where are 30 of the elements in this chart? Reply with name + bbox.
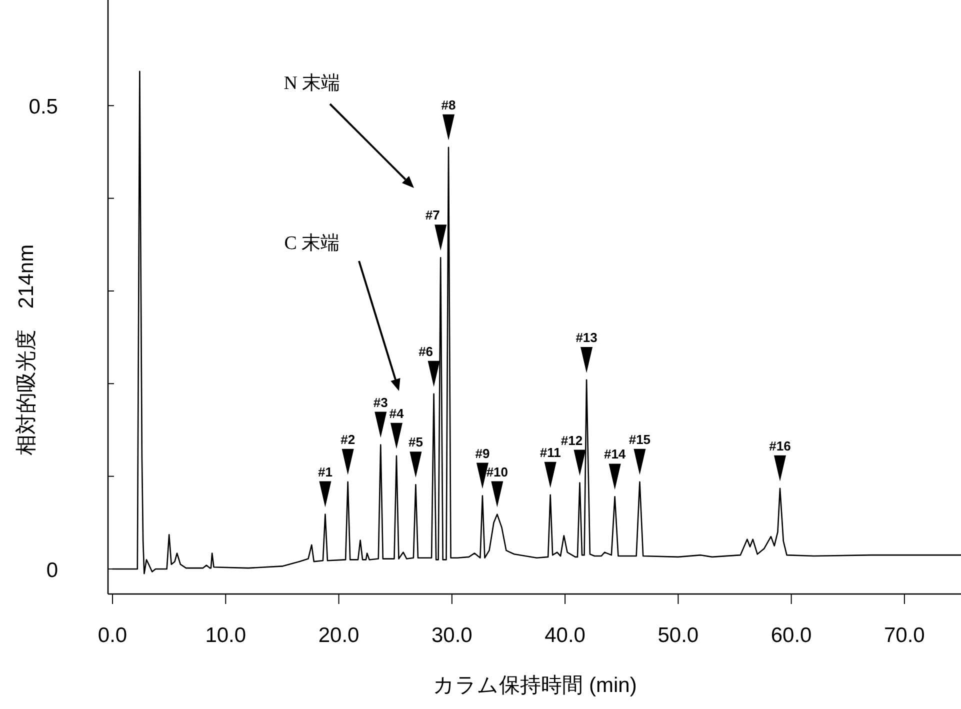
x-tick-label: 0.0 bbox=[98, 624, 128, 647]
x-tick-label: 50.0 bbox=[658, 624, 699, 647]
annotation: #10 bbox=[486, 464, 508, 480]
y-tick-label: 0.5 bbox=[28, 96, 58, 119]
annotation: #6 bbox=[418, 344, 434, 359]
x-axis-title: カラム保持時間 (min) bbox=[433, 674, 637, 697]
annotation: #4 bbox=[389, 406, 404, 421]
annotation: #13 bbox=[576, 330, 598, 345]
x-tick-label: 40.0 bbox=[544, 624, 586, 647]
annotation: #14 bbox=[604, 446, 626, 462]
annotation: #11 bbox=[540, 444, 561, 460]
x-tick-label: 30.0 bbox=[431, 624, 472, 647]
annotation: #7 bbox=[425, 208, 440, 223]
annotation: #1 bbox=[318, 464, 332, 480]
x-tick-label: 10.0 bbox=[205, 624, 246, 647]
annotation: #12 bbox=[560, 432, 583, 448]
annotation: #9 bbox=[475, 446, 490, 461]
annotation: #3 bbox=[373, 394, 388, 410]
x-tick-label: 20.0 bbox=[318, 624, 360, 647]
x-tick-label: 70.0 bbox=[884, 624, 925, 647]
annotation: #16 bbox=[769, 438, 791, 454]
annotation: #8 bbox=[441, 97, 456, 112]
annotation: #15 bbox=[628, 432, 651, 447]
x-tick-label: 60.0 bbox=[770, 624, 812, 647]
annotation: #2 bbox=[340, 432, 356, 447]
annotation: C 末端 bbox=[284, 233, 340, 254]
y-tick-label: 0 bbox=[46, 558, 58, 582]
annotation: N 末端 bbox=[284, 73, 340, 94]
annotation: #5 bbox=[408, 434, 423, 450]
y-axis-title: 相対的吸光度 214nm bbox=[15, 244, 38, 456]
